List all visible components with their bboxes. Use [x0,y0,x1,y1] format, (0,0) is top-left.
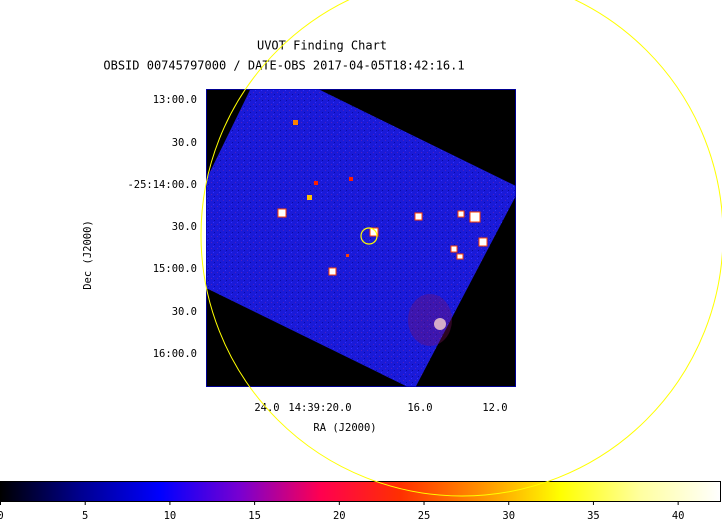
colorbar-tick-label: 20 [333,510,346,521]
y-tick-label: 16:00.0 [153,348,197,360]
y-tick-label: 30.0 [172,137,197,149]
x-tick-label: 16.0 [407,402,432,414]
error-region [200,0,722,497]
colorbar-tick-label: 5 [82,510,88,521]
colorbar-tick-label: 30 [502,510,515,521]
colorbar-tick-label: 10 [164,510,177,521]
y-tick-label: 30.0 [172,306,197,318]
y-tick-label: 15:00.0 [153,263,197,275]
y-tick-label: -25:14:00.0 [127,179,197,191]
sky-image [206,89,516,387]
sources [277,120,488,346]
source-region [360,227,378,245]
colorbar-tick-label: 40 [672,510,685,521]
chart-subtitle: OBSID 00745797000 / DATE-OBS 2017-04-05T… [103,59,464,73]
x-tick-label: 14:39:20.0 [288,402,351,414]
y-axis-label: Dec (J2000) [82,220,94,290]
colorbar-tick-label: 15 [248,510,261,521]
colorbar-tick-label: 35 [587,510,600,521]
colorbar [0,481,721,502]
colorbar-tick-label: 0 [0,510,4,521]
y-tick-label: 13:00.0 [153,94,197,106]
x-tick-label: 12.0 [482,402,507,414]
x-axis-label: RA (J2000) [313,422,376,434]
colorbar-tick-label: 25 [418,510,431,521]
chart-title: UVOT Finding Chart [257,39,387,53]
y-tick-label: 30.0 [172,221,197,233]
